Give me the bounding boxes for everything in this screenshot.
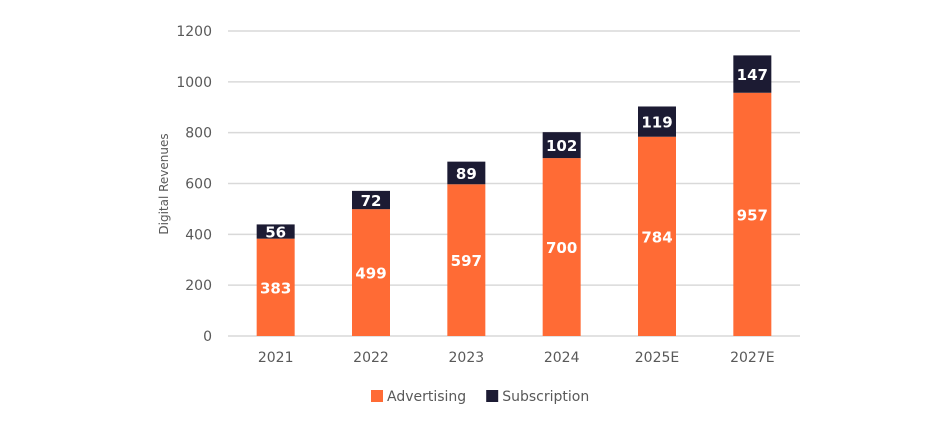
- bar-subscription: [638, 106, 676, 137]
- gridlines: [228, 30, 800, 337]
- x-tick-label: 2022: [353, 350, 389, 366]
- data-label: 56: [265, 224, 286, 242]
- y-tick-label: 800: [185, 126, 212, 142]
- legend-label-advertising: Advertising: [387, 389, 466, 405]
- bar-subscription: [256, 224, 295, 239]
- data-label: 147: [737, 66, 768, 84]
- y-tick-label: 1000: [176, 75, 212, 91]
- bar-advertising: [733, 92, 772, 336]
- bar-subscription: [733, 55, 772, 93]
- y-tick-label: 600: [185, 177, 212, 193]
- data-label: 72: [361, 192, 382, 210]
- data-label: 119: [641, 114, 672, 132]
- bar-subscription: [447, 161, 486, 185]
- bars: 383 56 499 72 597 89 700 102 784 119 957 147: [256, 55, 772, 336]
- legend-label-subscription: Subscription: [502, 389, 589, 405]
- y-tick-label: 200: [185, 278, 212, 294]
- data-label: 700: [546, 239, 577, 257]
- y-axis-ticks: 0 200 400 600 800 1000 1200: [176, 24, 212, 345]
- x-tick-label: 2024: [544, 350, 580, 366]
- y-tick-label: 0: [203, 329, 212, 345]
- x-tick-label: 2023: [449, 350, 485, 366]
- data-label: 102: [546, 137, 577, 155]
- x-tick-label: 2021: [258, 350, 294, 366]
- data-label: 499: [355, 265, 386, 283]
- data-label: 383: [260, 279, 291, 297]
- legend: Advertising Subscription: [371, 389, 589, 405]
- y-tick-label: 1200: [176, 24, 212, 40]
- x-tick-label: 2027E: [730, 350, 774, 366]
- bar-subscription: [542, 132, 581, 159]
- bar-advertising: [352, 209, 390, 336]
- bar-advertising: [256, 238, 295, 336]
- y-axis-label: Digital Revenues: [157, 133, 171, 234]
- bar-subscription: [352, 190, 390, 210]
- legend-swatch-advertising: [371, 390, 383, 402]
- x-tick-label: 2025E: [635, 350, 679, 366]
- bar-advertising: [447, 184, 486, 336]
- data-label: 597: [451, 252, 482, 270]
- bar-advertising: [638, 136, 676, 336]
- y-tick-label: 400: [185, 227, 212, 243]
- x-axis-ticks: 2021 2022 2023 2024 2025E 2027E: [258, 350, 775, 366]
- bar-advertising: [542, 158, 581, 336]
- legend-swatch-subscription: [486, 390, 499, 402]
- data-label: 89: [456, 165, 477, 183]
- data-label: 957: [737, 206, 768, 224]
- data-label: 784: [641, 228, 672, 246]
